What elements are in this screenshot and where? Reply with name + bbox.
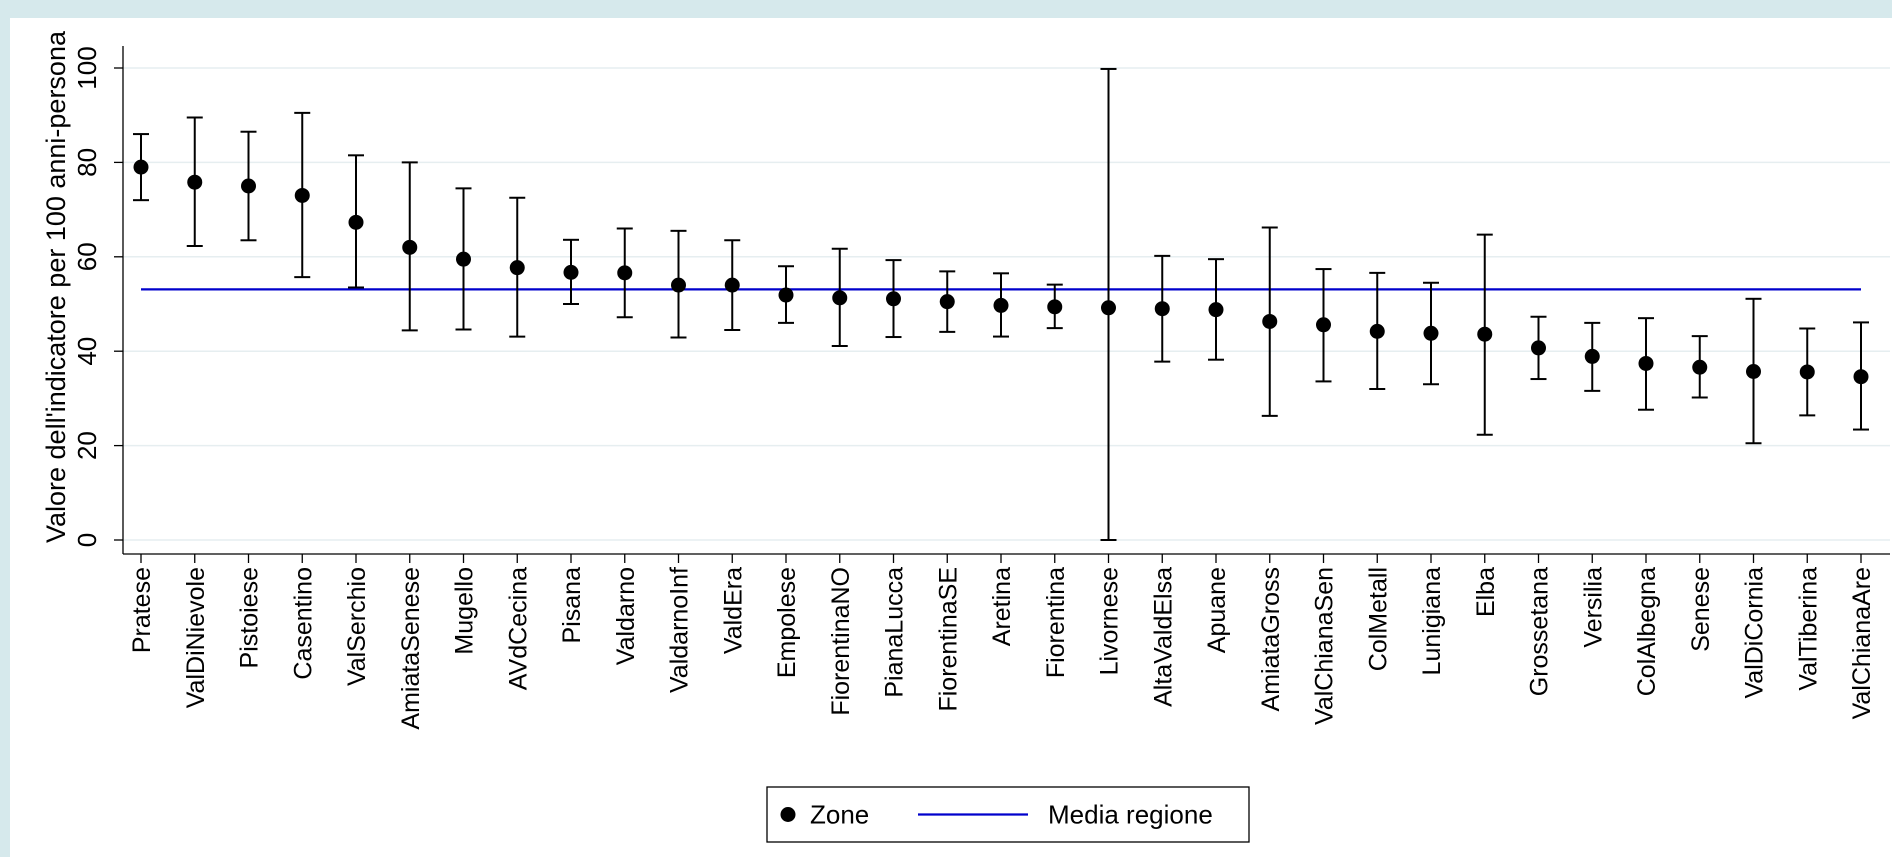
x-tick-label: AmiataGross [1257,567,1285,711]
x-tick-label: ValChianaAre [1848,567,1876,719]
data-point [187,174,203,190]
x-tick-label: ValChianaSen [1311,567,1339,725]
x-tick-label: PianaLucca [881,567,909,698]
legend-label-zone: Zone [810,800,869,830]
data-point [1692,359,1708,375]
x-tick-label: Grossetana [1526,567,1554,696]
data-point [1369,323,1385,339]
data-point [1746,363,1761,379]
data-point [509,260,525,276]
data-point [832,290,848,306]
x-tick-label: Versilia [1579,567,1607,648]
x-tick-label: AmiataSenese [397,567,425,730]
data-point [724,277,740,293]
x-tick-label: AVdCecina [504,567,532,690]
data-point [294,187,310,203]
data-point [1423,325,1439,341]
data-point [993,297,1009,313]
data-point [1799,364,1815,380]
x-tick-label: ValDiCornia [1741,567,1769,699]
data-point [939,294,955,310]
data-point [1477,326,1493,342]
x-tick-label: Aretina [988,567,1016,646]
x-tick-label: FiorentinaSE [934,567,962,712]
x-tick-label: Apuane [1203,567,1231,653]
x-tick-label: ColAlbegna [1633,567,1661,696]
y-tick-label: 60 [72,242,102,271]
y-axis-title: Valore dell'indicatore per 100 anni-pers… [41,30,71,543]
data-point [1101,300,1116,316]
x-tick-label: Casentino [289,567,317,680]
x-tick-label: Empolese [773,567,801,678]
y-tick-label: 20 [72,431,102,460]
data-point [1638,355,1654,371]
x-tick-label: Pratese [128,567,156,653]
x-tick-label: ValdEra [719,567,747,654]
y-tick-label: 40 [72,337,102,366]
data-point [402,239,418,255]
data-point [456,251,471,267]
data-point [1262,313,1278,329]
data-point [778,287,794,303]
legend-marker-zone [780,807,796,822]
data-point [1316,317,1331,333]
x-tick-label: Fiorentina [1042,567,1070,678]
data-point [241,178,256,194]
y-tick-label: 100 [72,46,102,89]
x-tick-label: Valdarno [612,567,640,665]
data-point [563,264,579,280]
x-tick-label: Lunigiana [1418,567,1446,676]
x-tick-label: ValTiberina [1794,567,1822,691]
x-tick-label: FiorentinaNO [827,567,855,716]
data-point [1047,299,1063,315]
x-tick-label: Mugello [451,567,479,655]
x-tick-label: Pistoiese [236,567,264,668]
data-point [1154,301,1170,317]
x-tick-label: Senese [1687,567,1715,652]
x-tick-label: Elba [1472,567,1500,617]
x-tick-label: ValSerchio [343,567,371,686]
data-point [1208,302,1224,318]
chart-frame: 0 20 40 60 80 100 Valore dell'indicatore per 1… [10,18,1892,857]
y-tick-label: 80 [72,148,102,177]
legend-label-mean: Media regione [1048,800,1213,830]
data-point [886,291,901,307]
y-tick-label: 0 [72,533,102,547]
data-point [348,214,364,230]
x-tick-label: ColMetall [1364,567,1392,671]
data-point [1853,369,1869,385]
data-point [133,159,149,175]
data-point [1531,340,1546,356]
data-point [617,265,633,281]
x-tick-label: ValDiNievole [182,567,210,708]
x-tick-label: AltaValdElsa [1149,567,1177,707]
x-tick-label: Livornese [1096,567,1124,675]
data-point [671,277,686,293]
data-point [1584,348,1600,364]
x-tick-label: ValdarnoInf [666,567,694,693]
x-tick-label: Pisana [558,567,586,644]
